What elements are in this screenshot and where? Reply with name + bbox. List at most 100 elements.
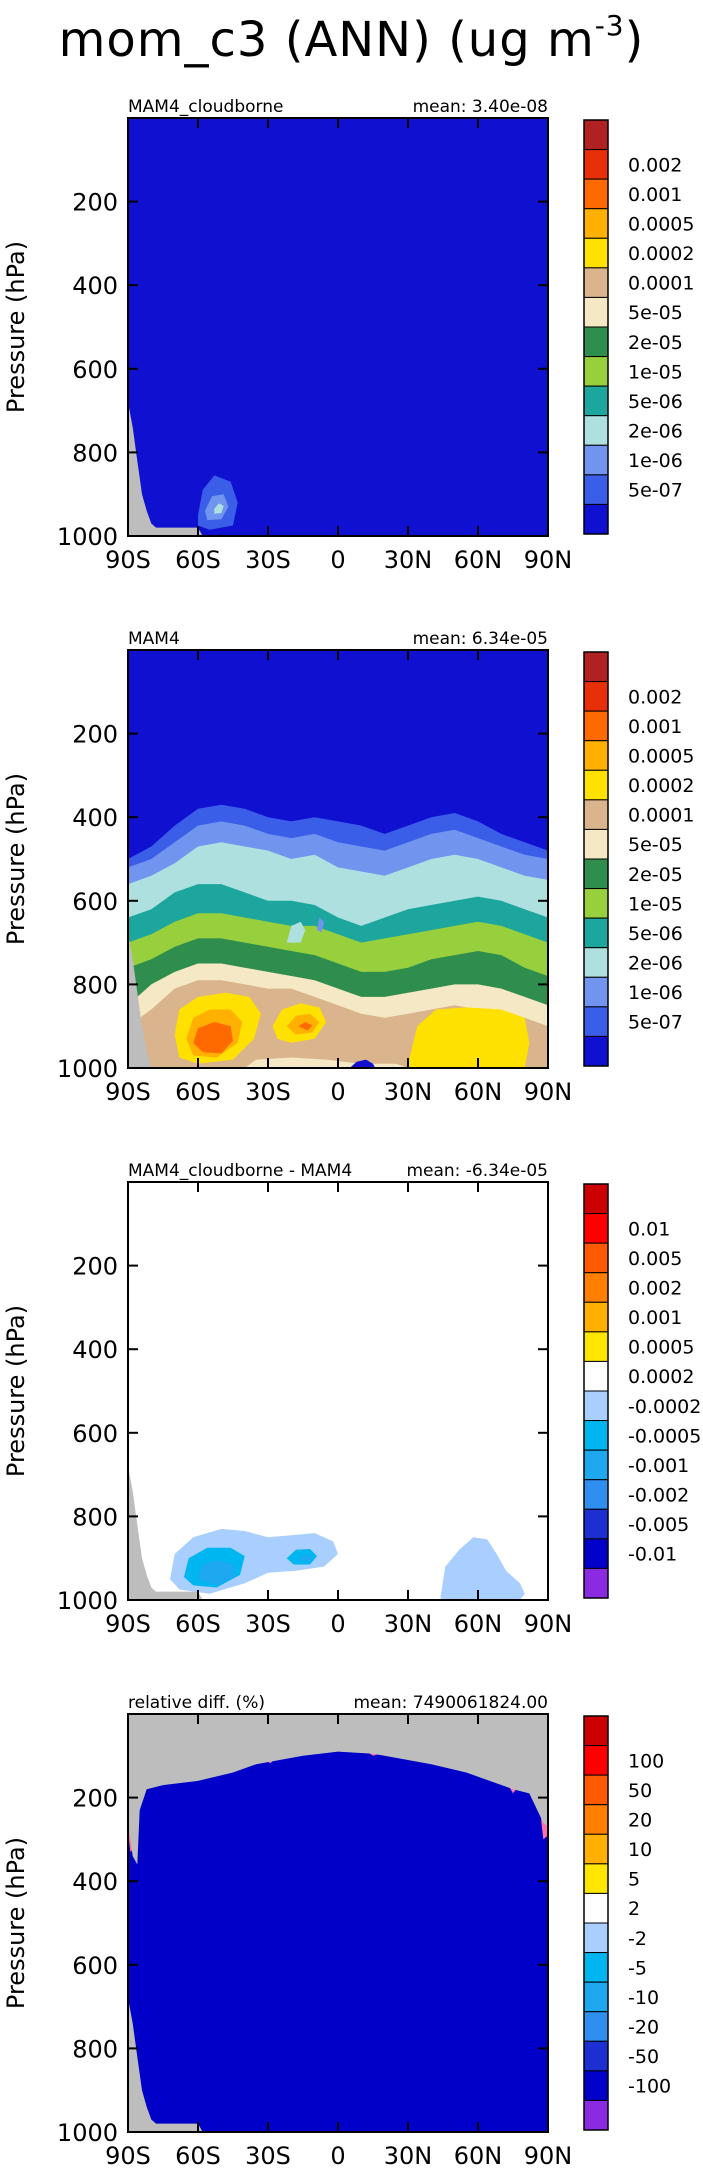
colorbar-box [583, 1449, 609, 1481]
x-tick-label: 60N [454, 2142, 503, 2170]
colorbar-box [583, 149, 609, 180]
colorbar-box [583, 1301, 609, 1333]
colorbar-box [583, 888, 609, 919]
colorbar-box [583, 1242, 609, 1274]
colorbar-box [583, 1567, 609, 1599]
colorbar-label: -0.0002 [628, 1396, 701, 1418]
y-tick-label: 200 [72, 1253, 118, 1281]
colorbar-label: 0.005 [628, 1248, 682, 1270]
colorbar-label: 0.0002 [628, 243, 694, 265]
colorbar-box [583, 799, 609, 830]
colorbar-label: 2e-06 [628, 953, 683, 975]
colorbar-label: 0.002 [628, 1278, 682, 1300]
colorbar-label: 0.001 [628, 184, 682, 206]
colorbar-box [583, 1213, 609, 1244]
colorbar-box [583, 1981, 609, 2013]
missing-terrain [128, 934, 152, 1068]
colorbar-box [583, 681, 609, 712]
y-tick-label: 200 [72, 1785, 118, 1813]
panel-2-field [128, 650, 548, 1068]
colorbar-box [583, 178, 609, 210]
panel-4-field [128, 1714, 548, 2132]
y-tick-label: 600 [72, 356, 118, 384]
contour-region-10 [317, 917, 324, 933]
contour-region-5 [298, 1554, 313, 1563]
x-tick-label: 0 [330, 1610, 345, 1638]
colorbar-label: 0.0005 [628, 1337, 694, 1359]
contour-region-3 [214, 503, 224, 514]
panel-3-field [128, 1182, 548, 1600]
y-tick-label: 400 [72, 804, 118, 832]
x-tick-label: 60N [454, 546, 503, 574]
x-tick-label: 30S [245, 1610, 291, 1638]
panel-2: MAM4 mean: 6.34e-05 Pressure (hPa) 200 400 60… [2, 629, 694, 1106]
colorbar-box [583, 1922, 609, 1954]
colorbar-frame [583, 1715, 609, 2131]
y-axis-label: Pressure (hPa) [2, 241, 30, 413]
figure-title: mom_c3 (ANN) (ug m-3) [0, 0, 703, 70]
colorbar-label: 1e-05 [628, 361, 683, 383]
colorbar-label: -10 [628, 1987, 659, 2009]
contour-region-6 [440, 1537, 525, 1600]
missing-terrain [128, 1998, 203, 2132]
x-tick-label: 30N [384, 1078, 433, 1106]
missing-terrain [128, 402, 203, 536]
contour-region-9 [286, 921, 306, 943]
y-tick-label: 400 [72, 1336, 118, 1364]
title-close: ) [624, 12, 645, 68]
colorbar-label: -5 [628, 1957, 647, 1979]
y-tick-label: 800 [72, 2035, 118, 2063]
colorbar-label: 0.0001 [628, 273, 694, 295]
y-tick-label: 800 [72, 1503, 118, 1531]
panel-title-left: relative diff. (%) [128, 1693, 265, 1713]
x-tick-label: 0 [330, 1078, 345, 1106]
colorbar-label: 0.01 [628, 1218, 670, 1240]
y-axis-label: Pressure (hPa) [2, 1305, 30, 1477]
field-background [128, 118, 548, 536]
colorbar-frame [583, 1183, 609, 1599]
colorbar-box [583, 415, 609, 446]
y-tick-label: 1000 [57, 1587, 118, 1615]
colorbar-box [583, 1479, 609, 1510]
colorbar-box [583, 326, 609, 358]
colorbar-label: -100 [628, 2076, 671, 2098]
colorbar: 0.01 0.005 0.002 0.001 0.0005 0.0002 -0.0002 -0… [583, 1183, 701, 1599]
x-tick-label: 30N [384, 546, 433, 574]
colorbar-box [583, 237, 609, 269]
colorbar-label: -2 [628, 1928, 647, 1950]
x-tick-label: 90N [524, 546, 573, 574]
x-tick-label: 90N [524, 1610, 573, 1638]
colorbar-label: 10 [628, 1839, 652, 1861]
x-tick-label: 90N [524, 1078, 573, 1106]
colorbar-label: 5e-05 [628, 834, 683, 856]
colorbar-label: 1e-05 [628, 893, 683, 915]
contour-region-6 [298, 1022, 313, 1031]
colorbar-box [583, 1863, 609, 1894]
colorbar-box [583, 474, 609, 505]
colorbar-box [583, 1331, 609, 1362]
colorbar-box [583, 385, 609, 417]
x-tick-label: 90N [524, 2142, 573, 2170]
colorbar-box [583, 1952, 609, 1983]
colorbar: 0.002 0.001 0.0005 0.0002 0.0001 5e-05 2e-05 1e… [583, 651, 694, 1067]
colorbar-label: 0.002 [628, 686, 682, 708]
contour-region-3 [193, 1022, 233, 1054]
colorbar-label: 5e-06 [628, 391, 683, 413]
x-tick-label: 30S [245, 546, 291, 574]
colorbar-label: 5e-07 [628, 480, 683, 502]
contour-region-7 [408, 1007, 530, 1068]
colorbar-label: 5e-06 [628, 923, 683, 945]
colorbar-label: 0.0002 [628, 1366, 694, 1388]
colorbar-label: -50 [628, 2046, 659, 2068]
panel-1-field [128, 118, 548, 536]
colorbar-label: 0.001 [628, 1307, 682, 1329]
colorbar-box [583, 828, 609, 860]
panel-title-right: mean: -6.34e-05 [406, 1161, 548, 1181]
x-tick-label: 90S [105, 1610, 151, 1638]
y-tick-label: 600 [72, 1952, 118, 1980]
x-tick-label: 60S [175, 1610, 221, 1638]
y-tick-label: 600 [72, 1420, 118, 1448]
colorbar-box [583, 296, 609, 328]
colorbar-label: 0.001 [628, 716, 682, 738]
